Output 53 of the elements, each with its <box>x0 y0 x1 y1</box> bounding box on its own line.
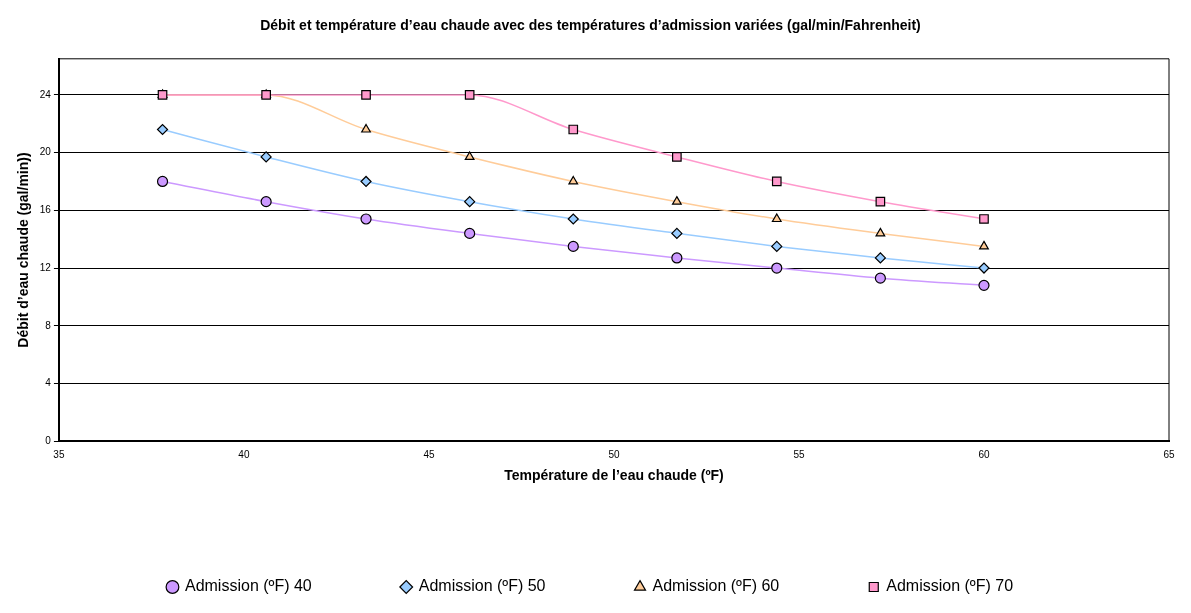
y-tick-label: 20 <box>39 146 52 158</box>
x-tick-label: 60 <box>978 448 990 460</box>
x-tick-label: 65 <box>1163 448 1175 460</box>
point <box>260 196 272 208</box>
point <box>464 196 476 208</box>
point <box>260 151 272 163</box>
legend-label: Admission (ºF) 40 <box>184 577 312 595</box>
y-tick-label: 12 <box>39 261 52 273</box>
point <box>156 175 169 188</box>
x-tick-label: 40 <box>238 448 250 460</box>
point <box>875 196 886 207</box>
y-tick-label: 24 <box>39 88 52 100</box>
point <box>361 90 371 100</box>
point <box>671 196 682 205</box>
point <box>771 213 782 223</box>
point <box>875 227 886 237</box>
point <box>567 213 579 225</box>
x-tick-label: 50 <box>608 448 620 460</box>
point <box>568 124 579 135</box>
legend-label: Admission (ºF) 60 <box>652 577 780 595</box>
point <box>672 152 682 162</box>
x-axis-title: Température de l’eau chaude (ºF) <box>504 467 724 484</box>
x-tick-label: 45 <box>423 448 435 460</box>
point <box>567 240 579 252</box>
point <box>360 213 372 225</box>
point <box>464 227 476 240</box>
point <box>671 252 683 264</box>
point <box>979 240 989 250</box>
x-tick-label: 55 <box>793 448 805 460</box>
point <box>978 279 990 291</box>
point <box>360 175 372 188</box>
point <box>156 123 169 136</box>
point <box>464 151 475 161</box>
y-axis-title: Débit d’eau chaude (gal/min)) <box>15 152 32 348</box>
point <box>568 175 579 185</box>
x-tick-label: 35 <box>53 448 65 460</box>
point <box>874 272 886 284</box>
y-tick-label: 16 <box>39 204 52 216</box>
point <box>979 214 989 224</box>
y-tick-label: 4 <box>45 377 52 389</box>
point <box>771 262 783 274</box>
point <box>771 176 782 187</box>
point <box>771 240 783 252</box>
point <box>874 252 886 264</box>
legend-label: Admission (ºF) 50 <box>418 577 546 595</box>
point <box>978 262 990 274</box>
point <box>464 90 475 100</box>
point <box>671 227 683 240</box>
chart-title: Débit et température d’eau chaude avec des températures d’admission variées (gal/min/Fahrenheit) <box>260 17 921 34</box>
legend-label: Admission (ºF) 70 <box>886 577 1014 595</box>
y-tick-label: 0 <box>45 434 52 446</box>
point <box>361 123 371 133</box>
y-tick-label: 8 <box>45 319 52 331</box>
